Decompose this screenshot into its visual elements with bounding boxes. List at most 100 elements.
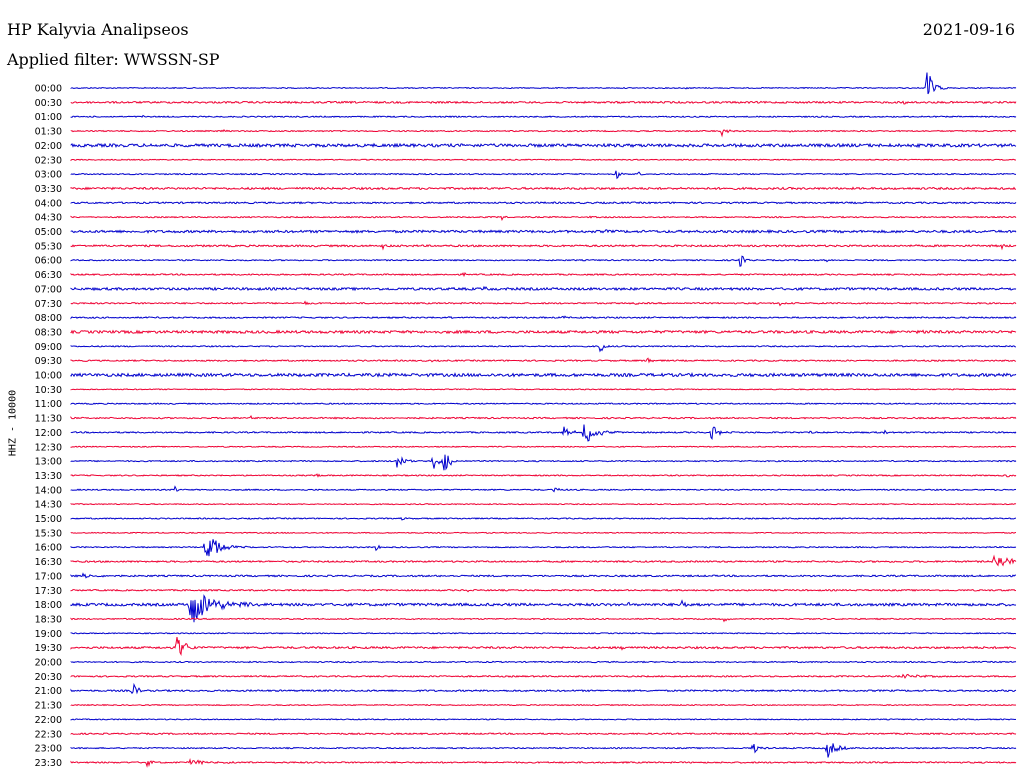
time-label: 13:00 (35, 457, 62, 468)
trace-line (70, 732, 1017, 736)
time-label: 22:00 (35, 715, 62, 726)
trace-line (70, 636, 1017, 656)
trace-line (70, 445, 1017, 448)
trace-line (70, 402, 1017, 405)
trace-line (70, 539, 1017, 557)
time-label: 19:30 (35, 643, 62, 654)
trace-line (70, 357, 1017, 364)
time-label: 21:30 (35, 701, 62, 712)
trace-line (70, 743, 1017, 758)
time-label: 15:00 (35, 514, 62, 525)
trace-line (70, 424, 1017, 442)
trace-line (70, 588, 1017, 593)
trace-line (70, 229, 1017, 234)
time-label: 11:00 (35, 399, 62, 410)
trace-line (70, 388, 1017, 391)
time-label: 18:30 (35, 614, 62, 625)
time-label: 01:00 (35, 112, 62, 123)
trace-line (70, 531, 1017, 535)
time-label: 07:00 (35, 284, 62, 295)
trace-line (70, 572, 1017, 579)
trace-line (70, 718, 1017, 721)
trace-line (70, 114, 1017, 119)
time-label: 12:00 (35, 428, 62, 439)
trace-line (70, 594, 1017, 623)
time-label: 20:00 (35, 658, 62, 669)
time-label: 01:30 (35, 127, 62, 138)
trace-line (70, 72, 1017, 95)
time-label: 23:00 (35, 744, 62, 755)
time-label: 04:00 (35, 198, 62, 209)
time-label: 00:00 (35, 84, 62, 95)
trace-line (70, 703, 1017, 707)
trace-line (70, 415, 1017, 420)
time-label: 17:00 (35, 571, 62, 582)
time-label: 09:00 (35, 342, 62, 353)
trace-line (70, 170, 1017, 180)
time-label: 04:30 (35, 213, 62, 224)
time-label: 06:00 (35, 256, 62, 267)
trace-line (70, 473, 1017, 478)
trace-line (70, 142, 1017, 149)
time-label: 02:00 (35, 141, 62, 152)
time-label: 13:30 (35, 471, 62, 482)
trace-line (70, 243, 1017, 251)
time-label: 16:00 (35, 543, 62, 554)
time-label: 16:30 (35, 557, 62, 568)
trace-line (70, 186, 1017, 191)
trace-line (70, 673, 1017, 679)
time-label: 19:00 (35, 629, 62, 640)
time-label: 14:30 (35, 500, 62, 511)
trace-line (70, 255, 1017, 267)
trace-line (70, 272, 1017, 278)
time-label: 23:30 (35, 758, 62, 769)
time-label: 07:30 (35, 299, 62, 310)
time-label: 03:30 (35, 184, 62, 195)
time-label: 03:00 (35, 170, 62, 181)
date-label: 2021-09-16 (922, 20, 1015, 39)
trace-line (70, 285, 1017, 292)
time-label: 06:30 (35, 270, 62, 281)
trace-line (70, 554, 1017, 567)
time-label: 09:30 (35, 356, 62, 367)
time-label: 05:30 (35, 241, 62, 252)
trace-line (70, 660, 1017, 664)
trace-line (70, 329, 1017, 335)
trace-line (70, 502, 1017, 506)
time-label: 11:30 (35, 414, 62, 425)
trace-line (70, 371, 1017, 378)
time-label: 22:30 (35, 729, 62, 740)
trace-line (70, 315, 1017, 320)
time-label: 14:00 (35, 485, 62, 496)
time-label: 17:30 (35, 586, 62, 597)
trace-line (70, 158, 1017, 162)
filter-label: Applied filter: WWSSN-SP (7, 50, 220, 69)
trace-line (70, 128, 1017, 138)
trace-line (70, 617, 1016, 623)
time-label: 10:00 (35, 371, 62, 382)
trace-line (70, 201, 1017, 205)
trace-line (70, 516, 1017, 521)
time-label: 00:30 (35, 98, 62, 109)
trace-line (70, 344, 1017, 353)
time-label: 08:00 (35, 313, 62, 324)
time-label: 02:30 (35, 155, 62, 166)
time-label: 20:30 (35, 672, 62, 683)
time-label: 15:30 (35, 528, 62, 539)
trace-line (70, 454, 1017, 471)
trace-line (70, 300, 1017, 307)
time-label: 18:00 (35, 600, 62, 611)
trace-line (70, 215, 1017, 222)
trace-line (70, 758, 1017, 768)
trace-line (70, 100, 1017, 105)
trace-line (70, 682, 1017, 695)
time-label: 10:30 (35, 385, 62, 396)
trace-line (70, 485, 1017, 493)
time-label: 21:00 (35, 686, 62, 697)
time-label: 12:30 (35, 442, 62, 453)
trace-line (70, 632, 1017, 635)
time-label: 05:00 (35, 227, 62, 238)
time-label: 08:30 (35, 327, 62, 338)
